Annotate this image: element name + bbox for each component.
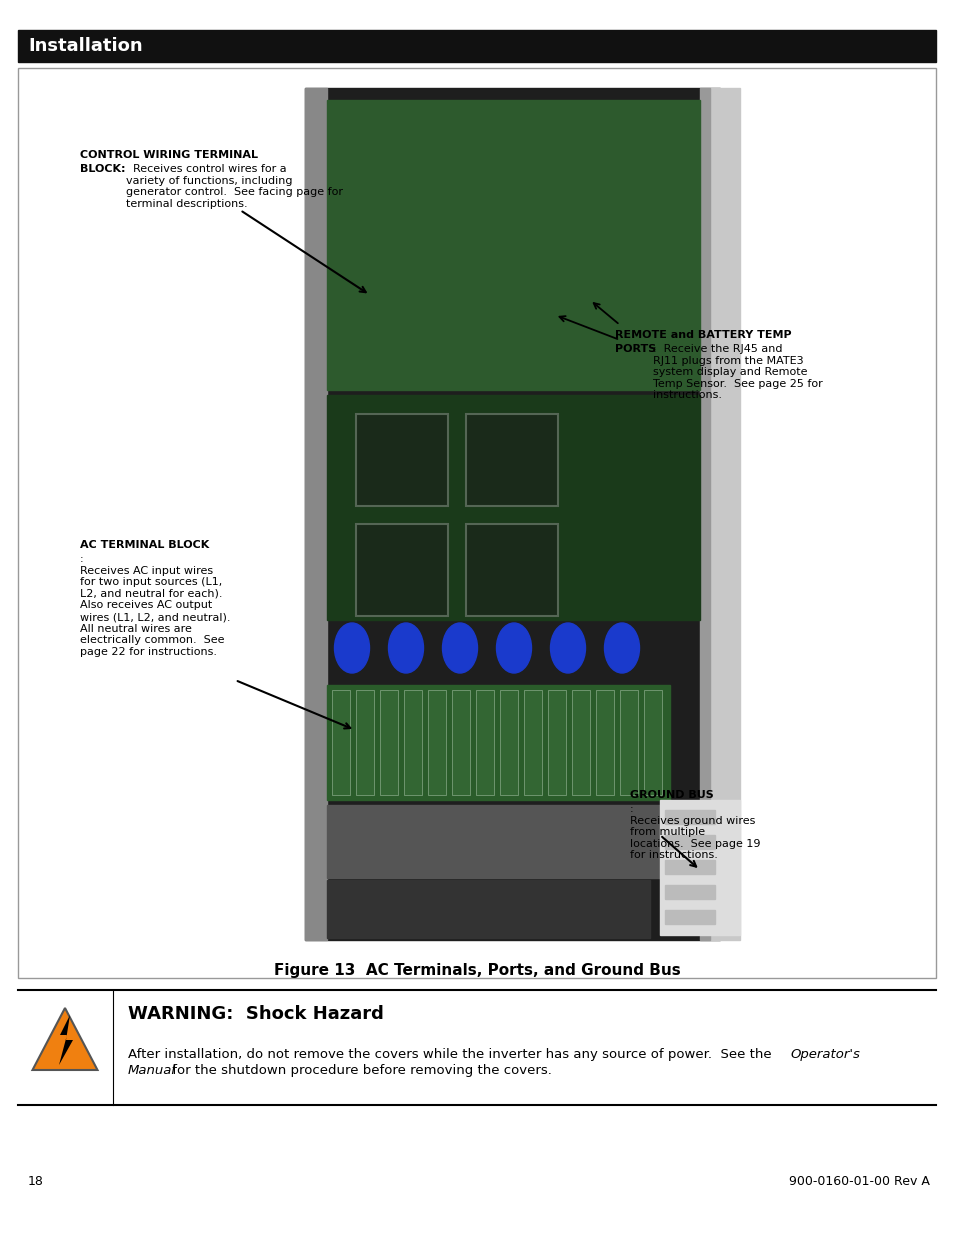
FancyBboxPatch shape <box>465 524 558 616</box>
Bar <box>327 100 700 390</box>
Text: BLOCK:: BLOCK: <box>80 164 126 174</box>
Bar <box>452 690 470 795</box>
Text: CONTROL WIRING TERMINAL: CONTROL WIRING TERMINAL <box>80 149 257 161</box>
Text: WARNING:  Shock Hazard: WARNING: Shock Hazard <box>128 1005 383 1023</box>
Text: :  Receive the RJ45 and
RJ11 plugs from the MATE3
system display and Remote
Temp: : Receive the RJ45 and RJ11 plugs from t… <box>652 345 821 400</box>
Bar <box>428 690 446 795</box>
Text: REMOTE and BATTERY TEMP: REMOTE and BATTERY TEMP <box>615 330 791 340</box>
Ellipse shape <box>335 622 369 673</box>
FancyBboxPatch shape <box>465 414 558 506</box>
Text: Figure 13  AC Terminals, Ports, and Ground Bus: Figure 13 AC Terminals, Ports, and Groun… <box>274 962 679 977</box>
Ellipse shape <box>388 622 423 673</box>
Text: AC TERMINAL BLOCK: AC TERMINAL BLOCK <box>80 540 209 550</box>
Polygon shape <box>59 1015 73 1065</box>
Bar <box>596 690 614 795</box>
Bar <box>664 885 714 899</box>
Bar <box>619 690 638 795</box>
Text: Operator's: Operator's <box>789 1049 859 1061</box>
FancyBboxPatch shape <box>355 524 448 616</box>
Bar <box>403 690 421 795</box>
FancyBboxPatch shape <box>355 414 448 506</box>
Bar <box>523 690 541 795</box>
Bar <box>327 805 700 878</box>
Text: 18: 18 <box>28 1174 44 1188</box>
Bar <box>327 395 700 620</box>
Bar <box>664 810 714 824</box>
Bar <box>327 881 649 939</box>
Ellipse shape <box>442 622 477 673</box>
Bar <box>327 685 669 800</box>
Text: Manual: Manual <box>128 1065 175 1077</box>
Bar <box>476 690 494 795</box>
Bar <box>499 690 517 795</box>
Bar <box>659 800 740 935</box>
Bar <box>379 690 397 795</box>
Bar <box>355 690 374 795</box>
Bar <box>305 88 720 940</box>
Ellipse shape <box>550 622 585 673</box>
Text: 900-0160-01-00 Rev A: 900-0160-01-00 Rev A <box>788 1174 929 1188</box>
Text: for the shutdown procedure before removing the covers.: for the shutdown procedure before removi… <box>168 1065 551 1077</box>
Text: :
Receives AC input wires
for two input sources (L1,
L2, and neutral for each).
: : Receives AC input wires for two input … <box>80 555 231 657</box>
Text: Installation: Installation <box>28 37 143 56</box>
Text: PORTS: PORTS <box>615 345 656 354</box>
Bar <box>332 690 350 795</box>
Bar <box>547 690 565 795</box>
Bar <box>572 690 589 795</box>
Bar <box>18 30 935 62</box>
Text: :
Receives ground wires
from multiple
locations.  See page 19
for instructions.: : Receives ground wires from multiple lo… <box>629 804 760 861</box>
Bar <box>664 910 714 924</box>
Bar <box>664 860 714 874</box>
Bar <box>709 88 740 940</box>
Text: Receives control wires for a
variety of functions, including
generator control. : Receives control wires for a variety of … <box>126 164 343 209</box>
Ellipse shape <box>496 622 531 673</box>
Bar <box>700 88 709 940</box>
Bar <box>643 690 661 795</box>
Text: After installation, do not remove the covers while the inverter has any source o: After installation, do not remove the co… <box>128 1049 775 1061</box>
Bar <box>18 68 935 978</box>
Ellipse shape <box>604 622 639 673</box>
Polygon shape <box>32 1008 97 1070</box>
Text: GROUND BUS: GROUND BUS <box>629 790 713 800</box>
Bar <box>664 835 714 848</box>
Bar <box>305 88 327 940</box>
